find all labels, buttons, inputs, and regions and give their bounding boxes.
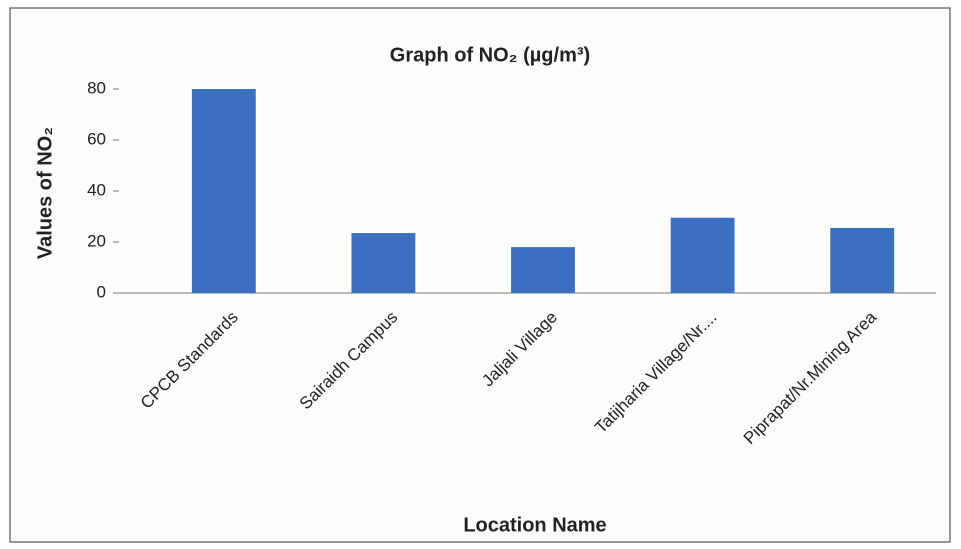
y-tick-label: 0 bbox=[97, 282, 106, 301]
bar bbox=[191, 89, 256, 293]
chart-frame bbox=[9, 7, 951, 543]
bar bbox=[351, 233, 416, 293]
bar bbox=[830, 227, 895, 293]
y-axis-title: Values of NO₂ bbox=[34, 127, 56, 259]
y-tick-label: 20 bbox=[87, 231, 106, 250]
chart-title: Graph of NO₂ (µg/m³) bbox=[390, 44, 590, 66]
y-tick-label: 60 bbox=[87, 129, 106, 148]
bar bbox=[670, 217, 735, 293]
y-tick-label: 40 bbox=[87, 180, 106, 199]
y-tick-label: 80 bbox=[87, 78, 106, 97]
bar bbox=[511, 247, 575, 293]
x-axis-title: Location Name bbox=[463, 514, 606, 536]
